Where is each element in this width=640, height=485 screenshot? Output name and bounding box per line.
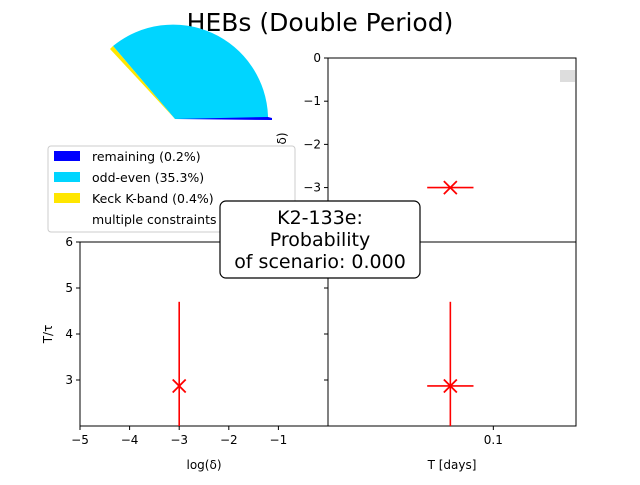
y-tick-label: 0	[313, 51, 321, 65]
legend-label-keck: Keck K-band (0.4%)	[92, 191, 214, 206]
panel-bottom-left: 3 4 5 6 −5 −4 −3 −2 −1 log(δ) T/τ	[41, 235, 329, 472]
x-tick-label: −2	[220, 433, 238, 447]
y-axis-label: T/τ	[41, 325, 55, 345]
x-tick-label: 0.1	[484, 433, 503, 447]
colorbar-fragment	[560, 70, 575, 82]
data-point	[443, 180, 458, 195]
annotation-line-2: Probability	[270, 229, 370, 251]
marker-stroke	[443, 378, 458, 394]
y-tick-label: 4	[65, 327, 73, 341]
annotation-box: K2-133e: Probability of scenario: 0.000	[219, 200, 421, 279]
y-tick-label: 5	[65, 281, 73, 295]
marker-stroke	[443, 180, 458, 195]
legend-label-multiple: multiple constraints	[92, 212, 216, 227]
y-tick-label: −2	[303, 137, 321, 151]
x-tick-label: −5	[71, 433, 89, 447]
annotation-line-3: of scenario: 0.000	[234, 251, 406, 273]
y-tick-label: −3	[303, 181, 321, 195]
annotation-frame	[219, 200, 421, 279]
data-point	[172, 378, 187, 394]
marker-stroke	[172, 378, 187, 394]
pie-slice-odd-even	[113, 24, 268, 119]
y-tick-label: 6	[65, 235, 73, 249]
y-tick-label: −1	[303, 94, 321, 108]
annotation-line-1: K2-133e:	[277, 207, 363, 229]
data-point	[443, 378, 458, 394]
pie-chart	[110, 24, 272, 120]
x-tick-label: −4	[121, 433, 139, 447]
x-tick-label: −1	[270, 433, 288, 447]
legend-label-odd-even: odd-even (35.3%)	[92, 170, 204, 185]
legend-label-remaining: remaining (0.2%)	[92, 149, 201, 164]
legend-swatch-odd-even	[54, 172, 80, 182]
y-tick-label: 3	[65, 373, 73, 387]
x-axis-label: log(δ)	[187, 458, 222, 472]
x-axis-label: T [days]	[427, 458, 477, 472]
panel-bottom-right: 0.1 T [days]	[324, 241, 577, 472]
pie-slice-remaining	[175, 117, 272, 120]
chart-title: HEBs (Double Period)	[187, 8, 454, 37]
x-tick-label: −3	[170, 433, 188, 447]
legend-swatch-remaining	[54, 151, 80, 161]
legend-swatch-keck	[54, 193, 80, 203]
pie-slice-keck	[110, 46, 175, 119]
